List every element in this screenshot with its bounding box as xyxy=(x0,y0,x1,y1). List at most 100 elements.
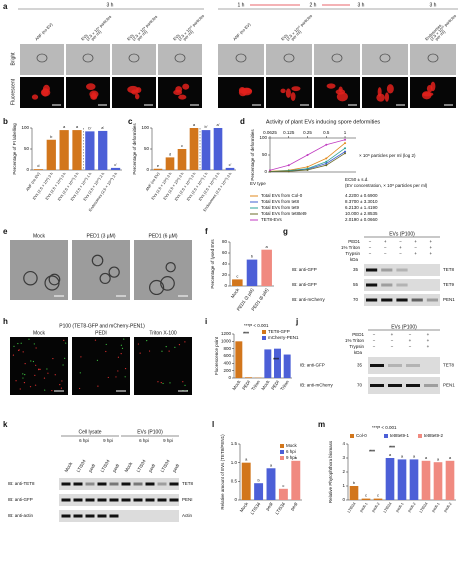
y-tick-label: 40 xyxy=(222,261,228,266)
x-tick-label: LTI534 xyxy=(347,502,357,514)
bar xyxy=(153,168,163,170)
spore xyxy=(82,53,94,63)
fluorescent-signal xyxy=(291,86,301,92)
fluorescent-dot xyxy=(28,338,30,340)
protein-label: Actin xyxy=(182,513,193,518)
fluorescent-dot xyxy=(34,374,36,376)
fluorescent-dot xyxy=(38,369,40,371)
fluorescent-dot xyxy=(105,343,107,346)
fluorescent-dot xyxy=(47,372,49,374)
y-axis-label: Percentage of PI labelling xyxy=(12,123,17,175)
x-axis-label: × 10⁸ particles per ml (log 2) xyxy=(359,153,416,158)
time-label: 3 h xyxy=(107,2,114,8)
band xyxy=(85,514,95,518)
y-tick-label: 4 xyxy=(342,441,345,446)
spore xyxy=(174,53,186,63)
fluorescent-signal xyxy=(134,93,140,100)
fluorescent-signal xyxy=(173,89,183,96)
band xyxy=(97,482,107,486)
vesicle xyxy=(99,272,111,285)
bright-image xyxy=(158,44,202,75)
point xyxy=(306,154,309,156)
x-tick-label: 0.0625 xyxy=(263,130,277,135)
legend-label: tet8tet9-1 xyxy=(390,433,410,438)
x-tick-label: LTI534 xyxy=(274,501,286,515)
condition-label: PED1 xyxy=(352,332,364,337)
column-label: PED1 (6 µM) xyxy=(149,233,178,239)
fluorescent-dot xyxy=(24,363,26,365)
blot xyxy=(364,264,440,276)
fluorescent-dot xyxy=(33,343,35,345)
fluorescent-dot xyxy=(124,367,127,370)
y-tick-label: 1 xyxy=(342,483,345,488)
vesicle xyxy=(48,273,61,286)
blot xyxy=(364,279,440,291)
band xyxy=(85,482,95,486)
x-tick-label: Triton xyxy=(250,379,261,392)
x-tick-label: 0.5 xyxy=(323,130,330,135)
antibody-label: IB: anti-GFP xyxy=(292,282,317,287)
y-axis-label: Fluorescence point xyxy=(214,336,219,375)
x-tick-label: PEDI xyxy=(241,379,251,390)
sign: − xyxy=(373,332,376,337)
fluorescent-image xyxy=(66,77,110,108)
bar xyxy=(245,377,252,378)
bar xyxy=(177,149,187,170)
y-axis-label: Relative Phytophthora biomass xyxy=(328,440,333,503)
column-label: (2.5 × 10¹⁰ particles xyxy=(177,13,205,41)
significance-letter: e xyxy=(157,163,160,168)
y-axis-label: Percentage of lysed EVs xyxy=(210,239,215,289)
band xyxy=(109,482,119,486)
fluorescent-dot xyxy=(168,350,170,352)
fluorescent-dot xyxy=(115,376,117,378)
fluorescent-dot xyxy=(117,356,119,358)
y-axis-label: Relative amount of EVs (TET8/PEN1) xyxy=(220,434,225,510)
significance-letter: a xyxy=(295,455,298,460)
bar xyxy=(46,139,56,170)
band xyxy=(61,514,71,518)
panel-letter: a xyxy=(3,2,8,11)
legend-swatch xyxy=(350,434,354,438)
bar xyxy=(33,169,44,170)
point xyxy=(325,164,328,167)
fluorescent-signal xyxy=(285,88,291,98)
micrograph xyxy=(72,337,130,395)
x-tick-label: LTI534 xyxy=(419,502,429,514)
fluorescent-dot xyxy=(160,382,162,384)
fluorescent-dot xyxy=(29,386,32,388)
fluorescent-dot xyxy=(13,345,15,347)
legend-label: Mock xyxy=(286,443,298,448)
significance-letter: a' xyxy=(217,122,220,127)
fluorescent-dot xyxy=(61,380,63,382)
fluorescent-signal xyxy=(386,84,394,94)
point xyxy=(287,170,290,173)
band xyxy=(157,482,167,486)
panel-letter: c xyxy=(128,117,133,126)
vesicle xyxy=(165,262,176,273)
micrograph xyxy=(72,240,130,300)
band xyxy=(406,364,420,367)
significance-letter: a xyxy=(63,124,66,129)
panel-letter: m xyxy=(318,420,325,429)
fluorescent-signal xyxy=(238,87,246,94)
band xyxy=(406,384,420,387)
y-axis-label: Percentage of deformities xyxy=(132,123,137,175)
antibody-label: IB: anti-mCherry xyxy=(300,383,334,388)
sign: + xyxy=(427,344,430,349)
ec50-header: EC50 ± s.d. xyxy=(345,177,368,182)
band xyxy=(381,268,393,272)
spore xyxy=(379,53,391,63)
fluorescent-signal xyxy=(131,89,139,95)
time-label: 2 h xyxy=(310,2,317,8)
lane-label: pedI xyxy=(112,463,121,473)
band xyxy=(61,482,71,486)
fluorescent-dot xyxy=(165,346,167,348)
panel-letter: e xyxy=(3,227,8,236)
panel-letter: h xyxy=(3,317,8,326)
fluorescent-image xyxy=(362,77,408,108)
y-tick-label: 400 xyxy=(223,361,231,366)
legend-swatch xyxy=(280,456,284,460)
time-label: 9 hpi xyxy=(163,438,173,443)
lane-label: LTI534 xyxy=(76,458,87,473)
x-tick-label: pedI-1 xyxy=(431,502,440,513)
